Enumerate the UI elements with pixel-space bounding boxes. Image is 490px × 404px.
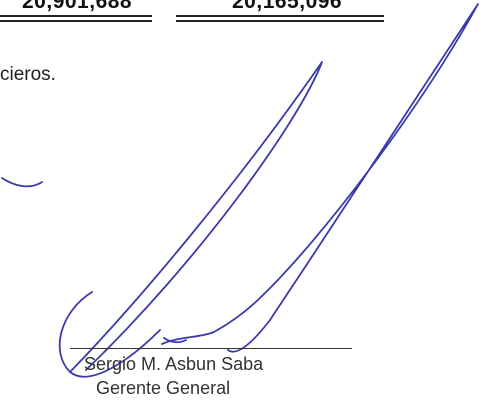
signatory-name: Sergio M. Asbun Saba [84, 354, 264, 374]
total-amount-left: 20,901,688 [22, 0, 133, 13]
signature-line [70, 348, 352, 349]
double-underline-left [0, 15, 152, 22]
total-amount-right: 20,165,096 [232, 0, 343, 13]
body-text-fragment: cieros. [0, 64, 56, 85]
signatory-title: Gerente General [96, 378, 231, 398]
double-underline-right [176, 15, 384, 22]
